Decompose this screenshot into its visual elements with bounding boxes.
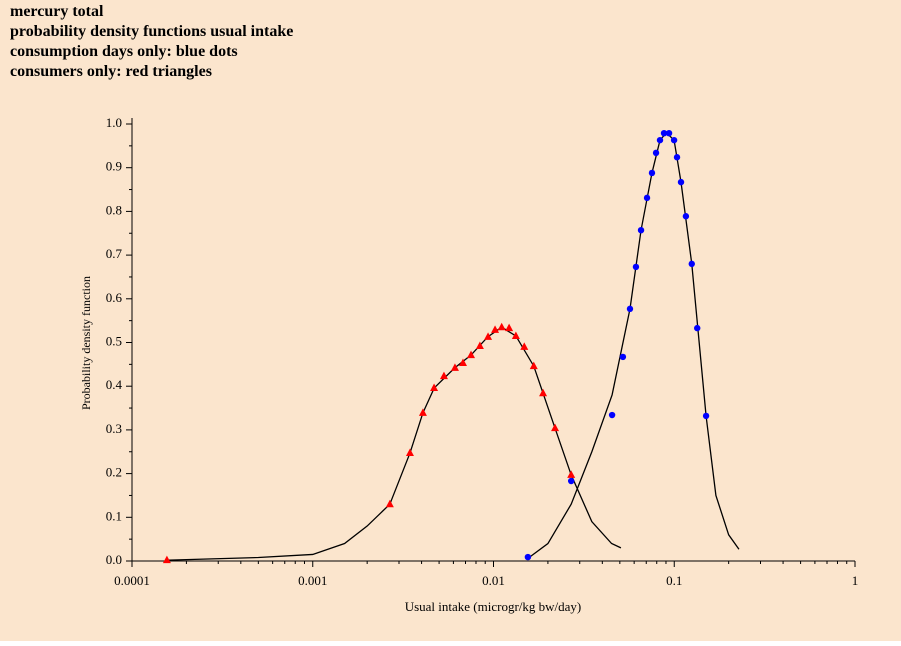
dot-point [567,477,575,485]
y-tick-label: 0.1 [106,508,122,523]
y-tick-label: 0.7 [106,246,123,261]
triangle-point [162,555,171,564]
triangle-point [405,448,414,457]
dot-point [626,305,634,313]
y-tick-label: 0.0 [106,552,122,567]
dot-point [682,213,690,220]
dot-point [702,412,710,420]
dot-point [652,149,660,157]
y-tick-label: 0.6 [106,290,123,305]
x-tick-label: 0.1 [666,573,682,588]
triangle-point [551,423,560,432]
dot-point [688,260,695,268]
y-axis-label: Probability density function [79,276,93,410]
chart-title: consumption days only: blue dots [10,43,238,60]
dot-point [656,136,664,144]
y-tick-label: 0.2 [106,465,122,480]
dot-point [637,226,645,234]
triangle-point [529,361,538,370]
chart-title: mercury total [10,3,104,20]
y-tick-label: 1.0 [106,115,122,130]
dot-point [694,324,701,332]
triangle-point [439,371,448,380]
triangle-point [484,332,493,340]
y-tick-label: 0.8 [106,202,122,217]
y-tick-label: 0.5 [106,333,122,348]
chart-title: probability density functions usual inta… [10,23,293,40]
triangle-point [450,363,459,371]
dot-point [524,553,532,561]
dot-point [648,169,656,177]
x-tick-label: 0.0001 [114,573,150,588]
y-tick-label: 0.9 [106,159,122,174]
dot-point [608,411,616,419]
triangle-point [430,383,439,391]
triangle-point [511,331,520,339]
dot-point [643,194,651,202]
triangle-point [467,350,476,359]
y-tick-label: 0.3 [106,421,122,436]
triangle-point [458,358,467,367]
triangle-point [491,325,500,333]
chart-title: consumers only: red triangles [10,63,212,80]
x-tick-label: 0.001 [298,573,327,588]
dot-point [660,129,668,137]
triangle-point [475,341,484,349]
dot-point [665,129,673,137]
x-tick-label: 1 [852,573,859,588]
triangle-point [520,342,529,350]
dot-point [670,136,678,144]
triangle-point [567,470,576,478]
dot-point [632,263,640,271]
triangle-point [497,322,506,331]
triangle-point [418,408,427,416]
dot-point [677,178,685,186]
triangle-point [505,323,514,332]
dot-point [619,353,627,361]
triangle-point [539,388,548,397]
dot-point [673,154,681,161]
triangle-point [385,499,394,508]
x-axis-label: Usual intake (microgr/kg bw/day) [405,599,582,614]
y-tick-label: 0.4 [106,377,123,392]
x-tick-label: 0.01 [482,573,505,588]
